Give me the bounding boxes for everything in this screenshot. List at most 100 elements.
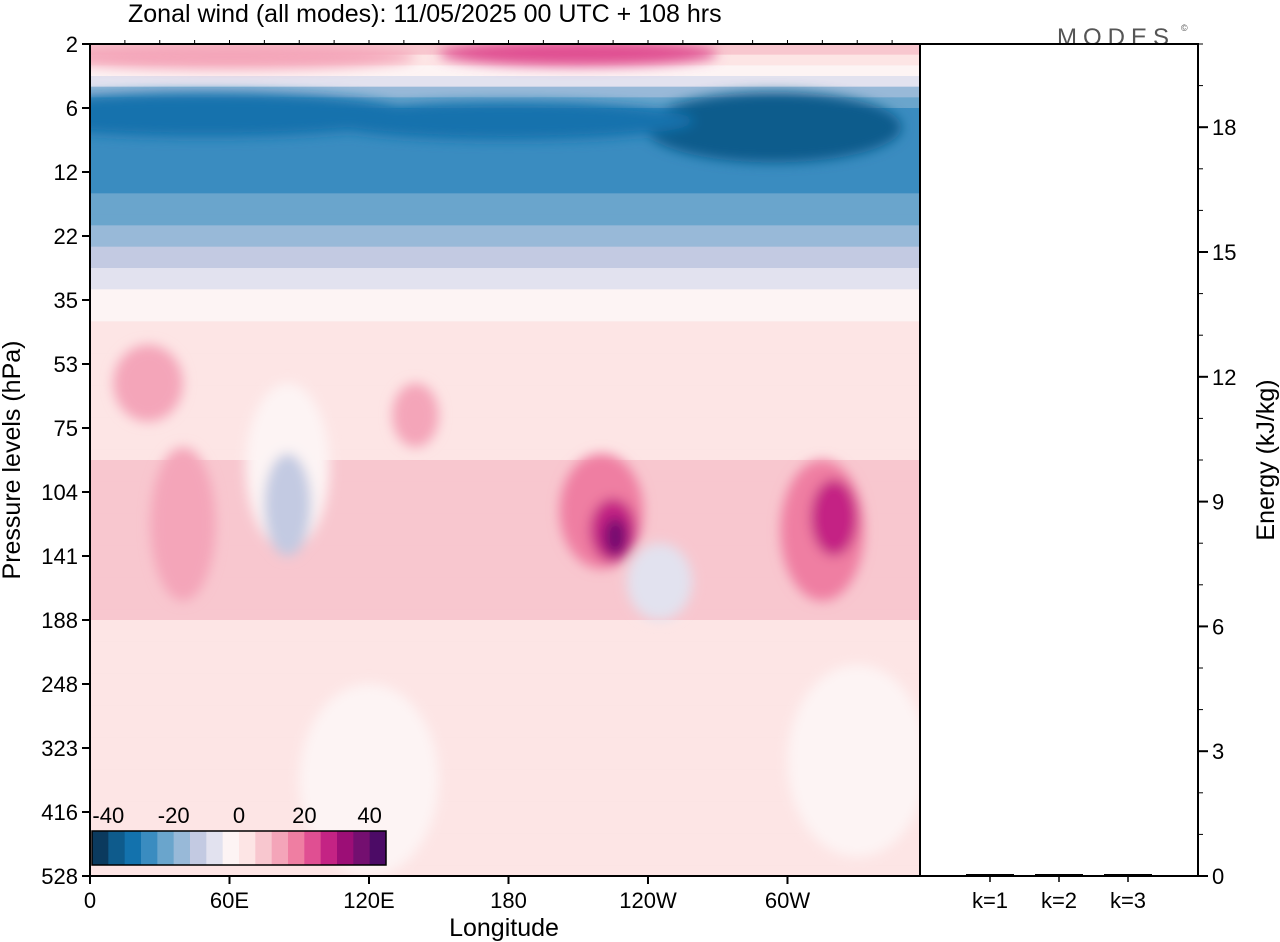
energy-tick-label: 18	[1212, 115, 1236, 140]
heatmap-band	[90, 150, 920, 162]
heatmap-band	[90, 534, 920, 546]
x-tick-label: 60W	[765, 888, 810, 913]
heatmap-band	[90, 630, 920, 642]
y-tick-label: 2	[66, 32, 78, 57]
heatmap-band	[90, 833, 920, 845]
y-tick-label: 416	[41, 800, 78, 825]
heatmap-band	[90, 748, 920, 760]
heatmap-band	[90, 812, 920, 824]
colorbar-swatch	[304, 831, 322, 865]
heatmap-band	[90, 652, 920, 664]
x-tick-label: 120W	[619, 888, 677, 913]
heatmap-feature	[90, 44, 416, 70]
heatmap-band	[90, 716, 920, 728]
colorbar-swatch	[173, 831, 191, 865]
y-tick-label: 12	[54, 160, 78, 185]
pressure-axis: 2 6 12 22 35 53 75 104 141 188 248 323 416 528	[41, 32, 90, 889]
energy-axis-label: Energy (kJ/kg)	[1252, 379, 1280, 540]
heatmap-band	[90, 246, 920, 258]
energy-bar	[1104, 874, 1152, 876]
heatmap-band	[90, 545, 920, 557]
heatmap-band	[90, 364, 920, 376]
heatmap-band	[90, 588, 920, 600]
energy-tick-label: 0	[1212, 864, 1224, 889]
heatmap-feature	[438, 44, 718, 67]
heatmap-band	[90, 577, 920, 589]
heatmap-band	[90, 449, 920, 461]
heatmap-band	[90, 598, 920, 610]
heatmap-feature	[264, 453, 311, 556]
energy-bar	[1035, 874, 1083, 876]
colorbar-swatch	[239, 831, 256, 865]
heatmap-band	[90, 769, 920, 781]
energy-tick-label: 12	[1212, 365, 1236, 390]
y-tick-label: 75	[54, 416, 78, 441]
heatmap-band	[90, 193, 920, 205]
colorbar-swatch	[190, 831, 207, 865]
heatmap-band	[90, 844, 920, 856]
heatmap-band	[90, 673, 920, 685]
colorbar-swatch	[141, 831, 158, 865]
heatmap-band	[90, 822, 920, 834]
colorbar-swatch	[92, 831, 109, 865]
y-tick-label: 528	[41, 864, 78, 889]
heatmap-band	[90, 790, 920, 802]
heatmap-band	[90, 86, 920, 98]
y-tick-label: 35	[54, 288, 78, 313]
x-axis-label: Longitude	[449, 914, 559, 942]
heatmap-band	[90, 470, 920, 482]
heatmap-band	[90, 524, 920, 536]
heatmap-band	[90, 854, 920, 866]
y-tick-label: 248	[41, 672, 78, 697]
colorbar-tick-label: 40	[357, 803, 381, 828]
heatmap-band	[90, 374, 920, 386]
energy-tick-label: 9	[1212, 490, 1224, 515]
heatmap-band	[90, 310, 920, 322]
x-tick-label: 0	[84, 888, 96, 913]
colorbar-swatch	[288, 831, 305, 865]
heatmap-band	[90, 172, 920, 184]
heatmap-band	[90, 694, 920, 706]
chart-title: Zonal wind (all modes): 11/05/2025 00 UT…	[128, 0, 722, 28]
heatmap-bands	[90, 44, 920, 876]
y-tick-label: 22	[54, 224, 78, 249]
heatmap-band	[90, 737, 920, 749]
colorbar-frame	[91, 830, 387, 866]
heatmap-band	[90, 214, 920, 226]
colorbar-swatch	[108, 831, 126, 865]
heatmap-feature	[392, 383, 439, 448]
energy-category-label: k=3	[1110, 888, 1146, 913]
energy-category-label: k=1	[972, 888, 1008, 913]
heatmap-band	[90, 460, 920, 472]
heatmap-band	[90, 161, 920, 173]
y-tick-label: 188	[41, 608, 78, 633]
heatmap-band	[90, 268, 920, 280]
energy-tick-label: 6	[1212, 614, 1224, 639]
heatmap-band	[90, 76, 920, 88]
heatmap-band	[90, 289, 920, 301]
heatmap-feature	[645, 92, 902, 163]
heatmap-band	[90, 662, 920, 674]
colorbar-swatch	[124, 831, 142, 865]
heatmap-band	[90, 801, 920, 813]
colorbar-tick-label: 20	[292, 803, 316, 828]
heatmap-band	[90, 204, 920, 216]
energy-bar	[966, 874, 1014, 876]
colorbar-swatch	[337, 831, 354, 865]
colorbar-swatch	[320, 831, 338, 865]
heatmap-band	[90, 758, 920, 770]
colorbar-swatch	[369, 831, 387, 865]
heatmap-band	[90, 513, 920, 525]
y-tick-label: 323	[41, 736, 78, 761]
colorbar-swatch	[206, 831, 224, 865]
heatmap-band	[90, 353, 920, 365]
heatmap-band	[90, 556, 920, 568]
heatmap-feature	[627, 543, 693, 620]
heatmap-band	[90, 225, 920, 237]
colorbar: -40 -20 0 20 40	[91, 803, 387, 866]
x-tick-label: 180	[490, 888, 527, 913]
heatmap-band	[90, 236, 920, 248]
heatmap-band	[90, 865, 920, 876]
colorbar-tick-label: 0	[233, 803, 245, 828]
y-axis-label: Pressure levels (hPa)	[0, 341, 26, 580]
